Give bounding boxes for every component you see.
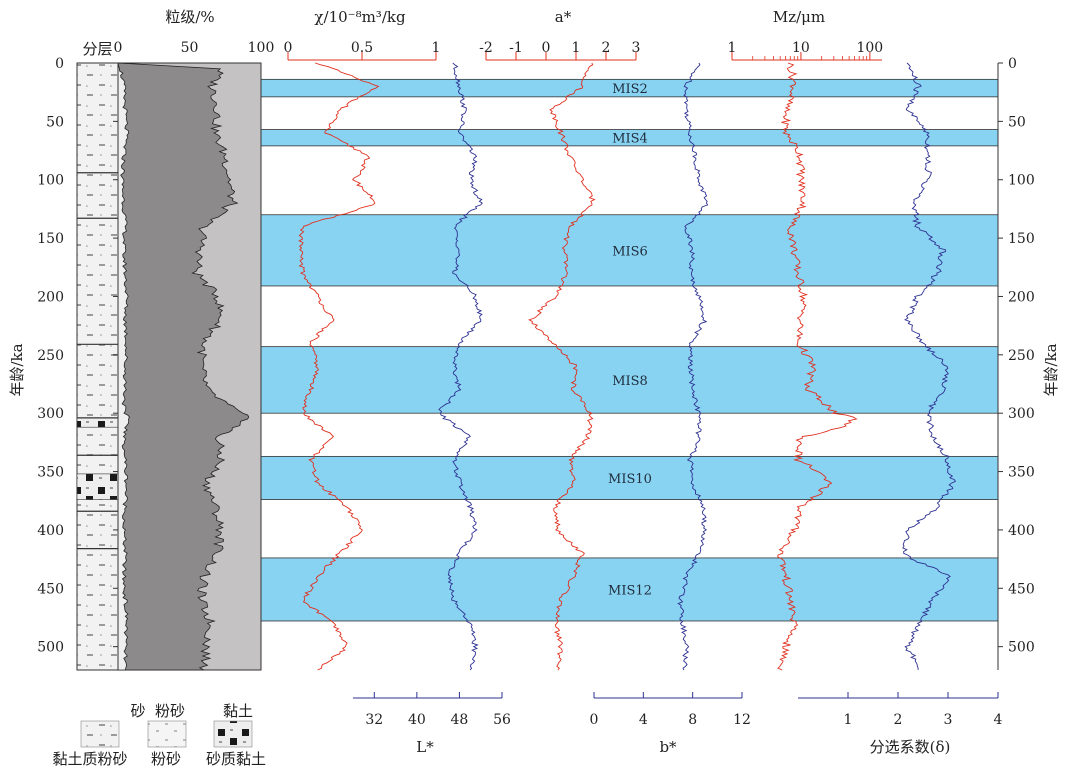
mis-label-mis6: MIS6 <box>612 244 648 259</box>
age-tick-label-1-6: 300 <box>1008 406 1035 422</box>
legend-label-sandy-clay: 砂质黏土 <box>206 750 266 768</box>
age-tick-label-1-10: 500 <box>1008 640 1035 656</box>
age-tick-label-1-5: 250 <box>1008 348 1035 364</box>
grain-sand-area <box>117 62 130 671</box>
curve-line-0 <box>298 62 380 671</box>
age-tick-label-0-8: 400 <box>37 523 64 539</box>
curve-tick-label-5-2: 3 <box>944 712 953 728</box>
legend-label-clay-silt: 黏土质粉砂 <box>52 750 127 768</box>
mis-band-mis6 <box>260 214 999 287</box>
strat-fill-clay-silt <box>76 62 119 671</box>
curve-line-2 <box>528 62 596 671</box>
age-axis-title-right: 年龄/ka <box>1042 343 1060 396</box>
curve-title-3: b* <box>659 738 677 756</box>
mis-label-mis2: MIS2 <box>612 82 648 97</box>
curve-line-4 <box>777 62 858 671</box>
legend-label-silt: 粉砂 <box>151 750 181 768</box>
grain-tick-0: 0 <box>114 40 123 56</box>
strat-sandy-clay-0 <box>76 417 119 428</box>
age-tick-label-0-5: 250 <box>37 348 64 364</box>
grain-title: 粒级/% <box>165 8 214 26</box>
curve-tick-label-1-1: 40 <box>408 712 426 728</box>
curve-title-5: 分选系数(δ) <box>870 738 951 756</box>
grain-fraction-0: 砂 <box>130 702 145 720</box>
age-tick-label-0-10: 500 <box>37 640 64 656</box>
age-tick-label-0-9: 450 <box>37 581 64 597</box>
age-tick-label-0-2: 100 <box>37 173 64 189</box>
curve-line-1 <box>438 62 483 671</box>
mis-label-mis8: MIS8 <box>612 374 648 389</box>
strat-sandy-clay-1 <box>76 473 119 500</box>
age-tick-label-0-4: 200 <box>37 289 64 305</box>
curve-tick-label-4-2: 100 <box>856 40 883 56</box>
curve-title-0: χ/10⁻⁸m³/kg <box>314 8 406 26</box>
curve-tick-label-3-2: 8 <box>688 712 697 728</box>
mis-label-mis10: MIS10 <box>608 472 652 487</box>
curve-tick-label-1-3: 56 <box>493 712 511 728</box>
grain-fraction-1: 粉砂 <box>155 702 185 720</box>
age-tick-label-1-0: 0 <box>1008 56 1017 72</box>
age-tick-label-0-6: 300 <box>37 406 64 422</box>
age-tick-label-0-7: 350 <box>37 465 64 481</box>
grain-silt-area <box>117 62 250 671</box>
curve-tick-label-3-3: 12 <box>733 712 751 728</box>
mis-bands-layer: MIS2 MIS4 MIS6 MIS8 MIS10 MIS12 <box>260 78 999 622</box>
curve-tick-label-2-2: 0 <box>542 40 551 56</box>
curve-tick-label-3-0: 0 <box>590 712 599 728</box>
curve-tick-label-2-5: 3 <box>632 40 641 56</box>
mis-label-mis4: MIS4 <box>612 132 648 147</box>
age-tick-label-1-9: 450 <box>1008 581 1035 597</box>
age-tick-label-0-3: 150 <box>37 231 64 247</box>
curve-tick-label-3-1: 4 <box>639 712 648 728</box>
age-tick-label-1-8: 400 <box>1008 523 1035 539</box>
age-tick-label-1-1: 50 <box>1008 114 1026 130</box>
lithology-legend: 黏土质粉砂 粉砂 砂质黏土 <box>52 720 266 768</box>
age-axis-title-left: 年龄/ka <box>8 343 26 396</box>
curve-tick-label-5-1: 2 <box>894 712 903 728</box>
curve-tick-label-4-0: 1 <box>728 40 737 56</box>
curve-tick-label-1-0: 32 <box>365 712 383 728</box>
mis-band-mis10 <box>260 455 999 500</box>
curve-line-5 <box>902 62 957 671</box>
curve-title-4: Mz/μm <box>773 8 825 26</box>
age-tick-label-0-0: 0 <box>55 56 64 72</box>
curve-tick-label-2-4: 2 <box>602 40 611 56</box>
proxy-curves-layer <box>298 62 957 671</box>
curve-tick-label-2-1: -1 <box>509 40 523 56</box>
legend-swatch-silt <box>147 720 187 748</box>
age-tick-label-0-1: 50 <box>46 114 64 130</box>
curve-tick-label-4-1: 10 <box>792 40 810 56</box>
strat-title: 分层 <box>82 40 112 58</box>
curve-tick-label-0-1: 0.5 <box>351 40 373 56</box>
grain-tick-100: 100 <box>248 40 275 56</box>
curve-tick-label-0-2: 1 <box>432 40 441 56</box>
age-tick-label-1-3: 150 <box>1008 231 1035 247</box>
age-tick-label-1-2: 100 <box>1008 173 1035 189</box>
curve-line-3 <box>677 62 709 671</box>
grain-fraction-2: 黏土 <box>223 702 253 720</box>
curve-tick-label-5-3: 4 <box>994 712 1003 728</box>
legend-swatch-clay-silt <box>80 720 120 748</box>
grain-tick-50: 50 <box>181 40 199 56</box>
curve-title-2: a* <box>555 8 572 26</box>
mis-band-mis12 <box>260 557 999 622</box>
legend-swatch-sandy-clay <box>213 720 253 748</box>
grain-size-column: 粒级/% 0 50 100 砂 粉砂 黏土 <box>114 8 275 720</box>
mis-label-mis12: MIS12 <box>608 583 652 598</box>
age-tick-label-1-7: 350 <box>1008 465 1035 481</box>
curve-tick-label-2-3: 1 <box>572 40 581 56</box>
age-tick-label-1-4: 200 <box>1008 289 1035 305</box>
stratigraphy-column: 分层 <box>76 40 119 671</box>
curve-title-1: L* <box>416 738 434 756</box>
curve-tick-label-1-2: 48 <box>451 712 469 728</box>
curve-tick-label-2-0: -2 <box>479 40 493 56</box>
curve-tick-label-0-0: 0 <box>284 40 293 56</box>
curve-tick-label-5-0: 1 <box>844 712 853 728</box>
